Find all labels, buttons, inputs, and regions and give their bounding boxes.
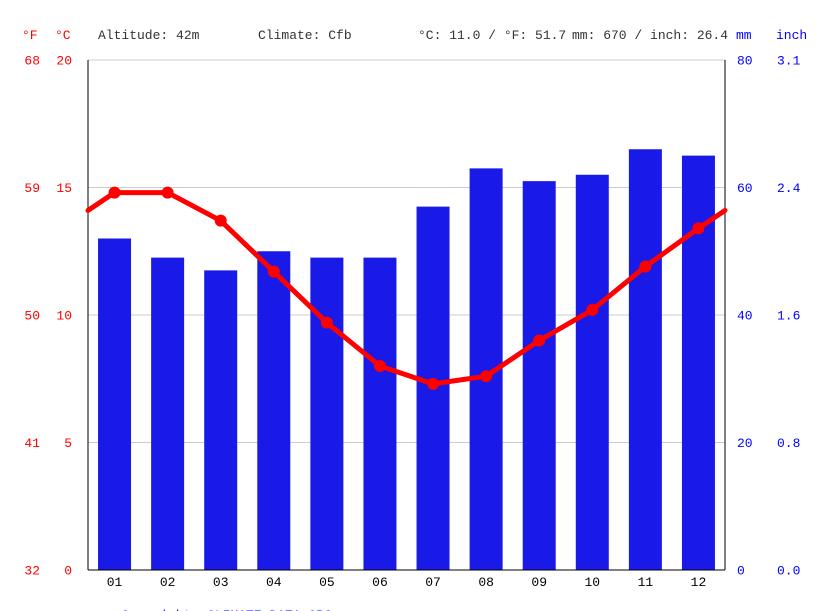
- precipitation-bar: [151, 257, 185, 570]
- temperature-point: [214, 214, 227, 227]
- copyright-label: Copyright:: [121, 608, 207, 611]
- mm-tick-label: 60: [737, 181, 753, 196]
- mm-tick-label: 40: [737, 309, 753, 324]
- celsius-tick-label: 20: [56, 54, 72, 69]
- temperature-point: [533, 334, 546, 347]
- precipitation-bar: [522, 181, 556, 570]
- month-label: 09: [531, 575, 547, 590]
- fahrenheit-axis-title: °F: [22, 28, 38, 43]
- precipitation-bar: [257, 251, 291, 570]
- temperature-point: [267, 265, 280, 278]
- month-label: 10: [584, 575, 600, 590]
- temperature-point: [373, 360, 386, 372]
- month-label: 12: [691, 575, 707, 590]
- climate-type-label: Climate: Cfb: [258, 28, 352, 43]
- precipitation-bar: [575, 174, 609, 570]
- month-label: 03: [213, 575, 229, 590]
- month-label: 08: [478, 575, 494, 590]
- inch-axis-title: inch: [776, 28, 808, 43]
- temperature-point: [161, 186, 174, 199]
- temperature-point: [692, 222, 705, 235]
- temperature-line: [85, 190, 728, 387]
- inch-tick-label: 0.8: [777, 436, 800, 451]
- temperature-point: [427, 377, 440, 390]
- mm-tick-label: 80: [737, 54, 753, 69]
- inch-tick-label: 0.0: [777, 564, 800, 579]
- temperature-summary: °C: 11.0 / °F: 51.7: [418, 28, 567, 43]
- temperature-point: [480, 370, 493, 383]
- fahrenheit-tick-label: 50: [24, 309, 40, 324]
- precipitation-bar: [628, 149, 662, 570]
- fahrenheit-tick-label: 32: [24, 564, 40, 579]
- temperature-point: [320, 316, 333, 329]
- month-label: 01: [107, 575, 123, 590]
- inch-tick-label: 1.6: [777, 309, 800, 324]
- fahrenheit-tick-label: 59: [24, 181, 40, 196]
- temperature-point: [108, 186, 121, 199]
- precipitation-bar: [98, 238, 132, 570]
- celsius-axis-title: °C: [55, 28, 71, 43]
- month-label: 02: [160, 575, 176, 590]
- inch-tick-label: 3.1: [777, 54, 801, 69]
- climate-data-link[interactable]: CLIMATE-DATA.ORG: [207, 608, 332, 611]
- mm-tick-label: 20: [737, 436, 753, 451]
- mm-tick-label: 0: [737, 564, 745, 579]
- celsius-tick-label: 10: [56, 309, 72, 324]
- precipitation-bar: [204, 270, 238, 570]
- precipitation-bar: [310, 257, 344, 570]
- copyright: Copyright: CLIMATE-DATA.ORG: [90, 593, 332, 611]
- precipitation-bar: [363, 257, 397, 570]
- month-label: 06: [372, 575, 388, 590]
- month-label: 11: [638, 575, 654, 590]
- precipitation-summary: mm: 670 / inch: 26.4: [572, 28, 729, 43]
- temperature-point: [639, 260, 652, 273]
- month-label: 05: [319, 575, 335, 590]
- fahrenheit-tick-label: 68: [24, 54, 40, 69]
- month-label: 07: [425, 575, 441, 590]
- fahrenheit-tick-label: 41: [24, 436, 40, 451]
- temperature-point: [586, 303, 599, 316]
- inch-tick-label: 2.4: [777, 181, 801, 196]
- month-label: 04: [266, 575, 282, 590]
- celsius-tick-label: 15: [56, 181, 72, 196]
- altitude-label: Altitude: 42m: [98, 28, 200, 43]
- celsius-tick-label: 0: [64, 564, 72, 579]
- celsius-tick-label: 5: [64, 436, 72, 451]
- mm-axis-title: mm: [736, 28, 752, 43]
